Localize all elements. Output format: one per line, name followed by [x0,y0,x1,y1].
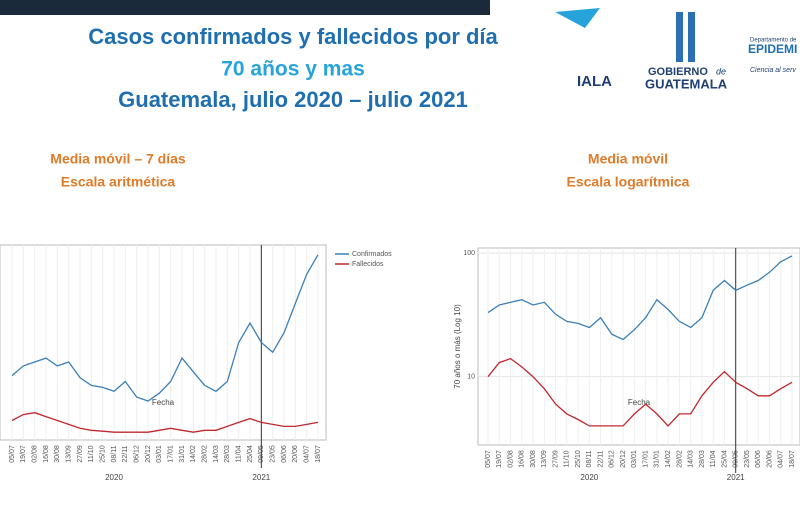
x-tick-label: 25/10 [100,445,107,463]
x-tick-label: 27/09 [552,450,559,468]
x-tick-label: 05/07 [9,445,16,463]
x-tick-label: 16/08 [519,450,526,468]
logo-mark [555,8,600,28]
y-axis-label: 70 años o más (Log 10) [453,304,462,389]
x-tick-label: 25/04 [247,445,254,463]
series-line [11,412,319,433]
logo-text: GUATEMALA [645,76,728,91]
x-tick-label: 16/08 [43,445,50,463]
logo-bar [688,12,695,62]
x-tick-label: 08/11 [586,450,593,467]
x-tick-label: 31/01 [654,450,661,468]
x-tick-label: 28/03 [224,445,231,463]
x-axis-label: Fecha [152,398,175,407]
x-tick-label: 06/12 [609,450,616,468]
x-tick-label: 11/10 [88,445,95,462]
slide-title: Casos confirmados y fallecidos por día [88,24,498,49]
x-tick-label: 02/08 [32,445,39,463]
logo-text: Ciencia al serv [750,67,796,74]
x-tick-label: 28/02 [676,450,683,468]
x-tick-label: 31/01 [179,445,186,463]
x-tick-label: 20/12 [145,445,152,463]
x-tick-label: 20/12 [620,450,627,468]
y-tick-label: 10 [467,374,475,381]
x-tick-label: 22/11 [122,445,129,462]
year-label: 2021 [727,473,745,482]
chart-title: Media móvil [588,151,668,167]
legend-label: Fallecidos [352,261,384,268]
slide-period: Guatemala, julio 2020 – julio 2021 [118,87,468,112]
logo-text: Departamento de [750,38,797,44]
x-tick-label: 17/01 [168,445,175,463]
x-axis-label: Fecha [628,398,651,407]
x-tick-label: 22/11 [597,450,604,467]
series-line [11,254,319,402]
x-tick-label: 18/07 [315,445,322,463]
year-label: 2020 [580,473,598,482]
x-tick-label: 23/05 [270,445,277,463]
series-line [487,357,793,427]
x-tick-label: 02/08 [507,450,514,468]
x-tick-label: 25/04 [721,450,728,468]
x-tick-label: 04/07 [778,450,785,468]
x-tick-label: 20/06 [766,450,773,468]
chart-title: Media móvil – 7 días [50,151,186,167]
x-tick-label: 14/03 [213,445,220,463]
x-tick-label: 05/07 [485,450,492,468]
slide-subtitle: 70 años y mas [221,58,365,81]
x-tick-label: 13/09 [541,450,548,468]
x-tick-label: 20/06 [292,445,299,463]
x-tick-label: 28/03 [699,450,706,468]
x-tick-label: 11/04 [710,450,717,467]
x-tick-label: 14/02 [190,445,197,463]
x-tick-label: 11/10 [564,450,571,467]
x-tick-label: 14/03 [688,450,695,468]
x-tick-label: 30/08 [530,450,537,468]
logo-bar [676,12,683,62]
x-tick-label: 03/01 [156,445,163,463]
logo-text: GOBIERNO [648,66,708,78]
x-tick-label: 25/10 [575,450,582,468]
x-tick-label: 03/01 [631,450,638,468]
x-tick-label: 30/08 [54,445,61,463]
chart-subtitle: Escala logarítmica [567,174,690,190]
x-tick-label: 19/07 [20,445,27,463]
top-bar [0,0,490,15]
x-tick-label: 06/06 [281,445,288,463]
x-tick-label: 28/02 [202,445,209,463]
logo-text: IALA [577,73,612,90]
logo-text: de [716,66,726,76]
x-tick-label: 13/09 [66,445,73,463]
x-tick-label: 18/07 [789,450,796,468]
x-tick-label: 06/06 [755,450,762,468]
y-tick-label: 100 [463,250,475,257]
x-tick-label: 11/04 [236,445,243,462]
plot-area [477,247,800,446]
year-label: 2020 [105,473,123,482]
x-tick-label: 19/07 [496,450,503,468]
x-tick-label: 06/12 [134,445,141,463]
plot-area [0,244,327,441]
x-tick-label: 23/05 [744,450,751,468]
x-tick-label: 14/02 [665,450,672,468]
x-tick-label: 27/09 [77,445,84,463]
year-label: 2021 [252,473,270,482]
x-tick-label: 17/01 [642,450,649,468]
logo-text: EPIDEMI [748,42,797,56]
legend-label: Confirmados [352,251,392,258]
x-tick-label: 08/11 [111,445,118,462]
x-tick-label: 04/07 [304,445,311,463]
series-line [487,255,793,341]
chart-subtitle: Escala aritmética [61,174,176,190]
